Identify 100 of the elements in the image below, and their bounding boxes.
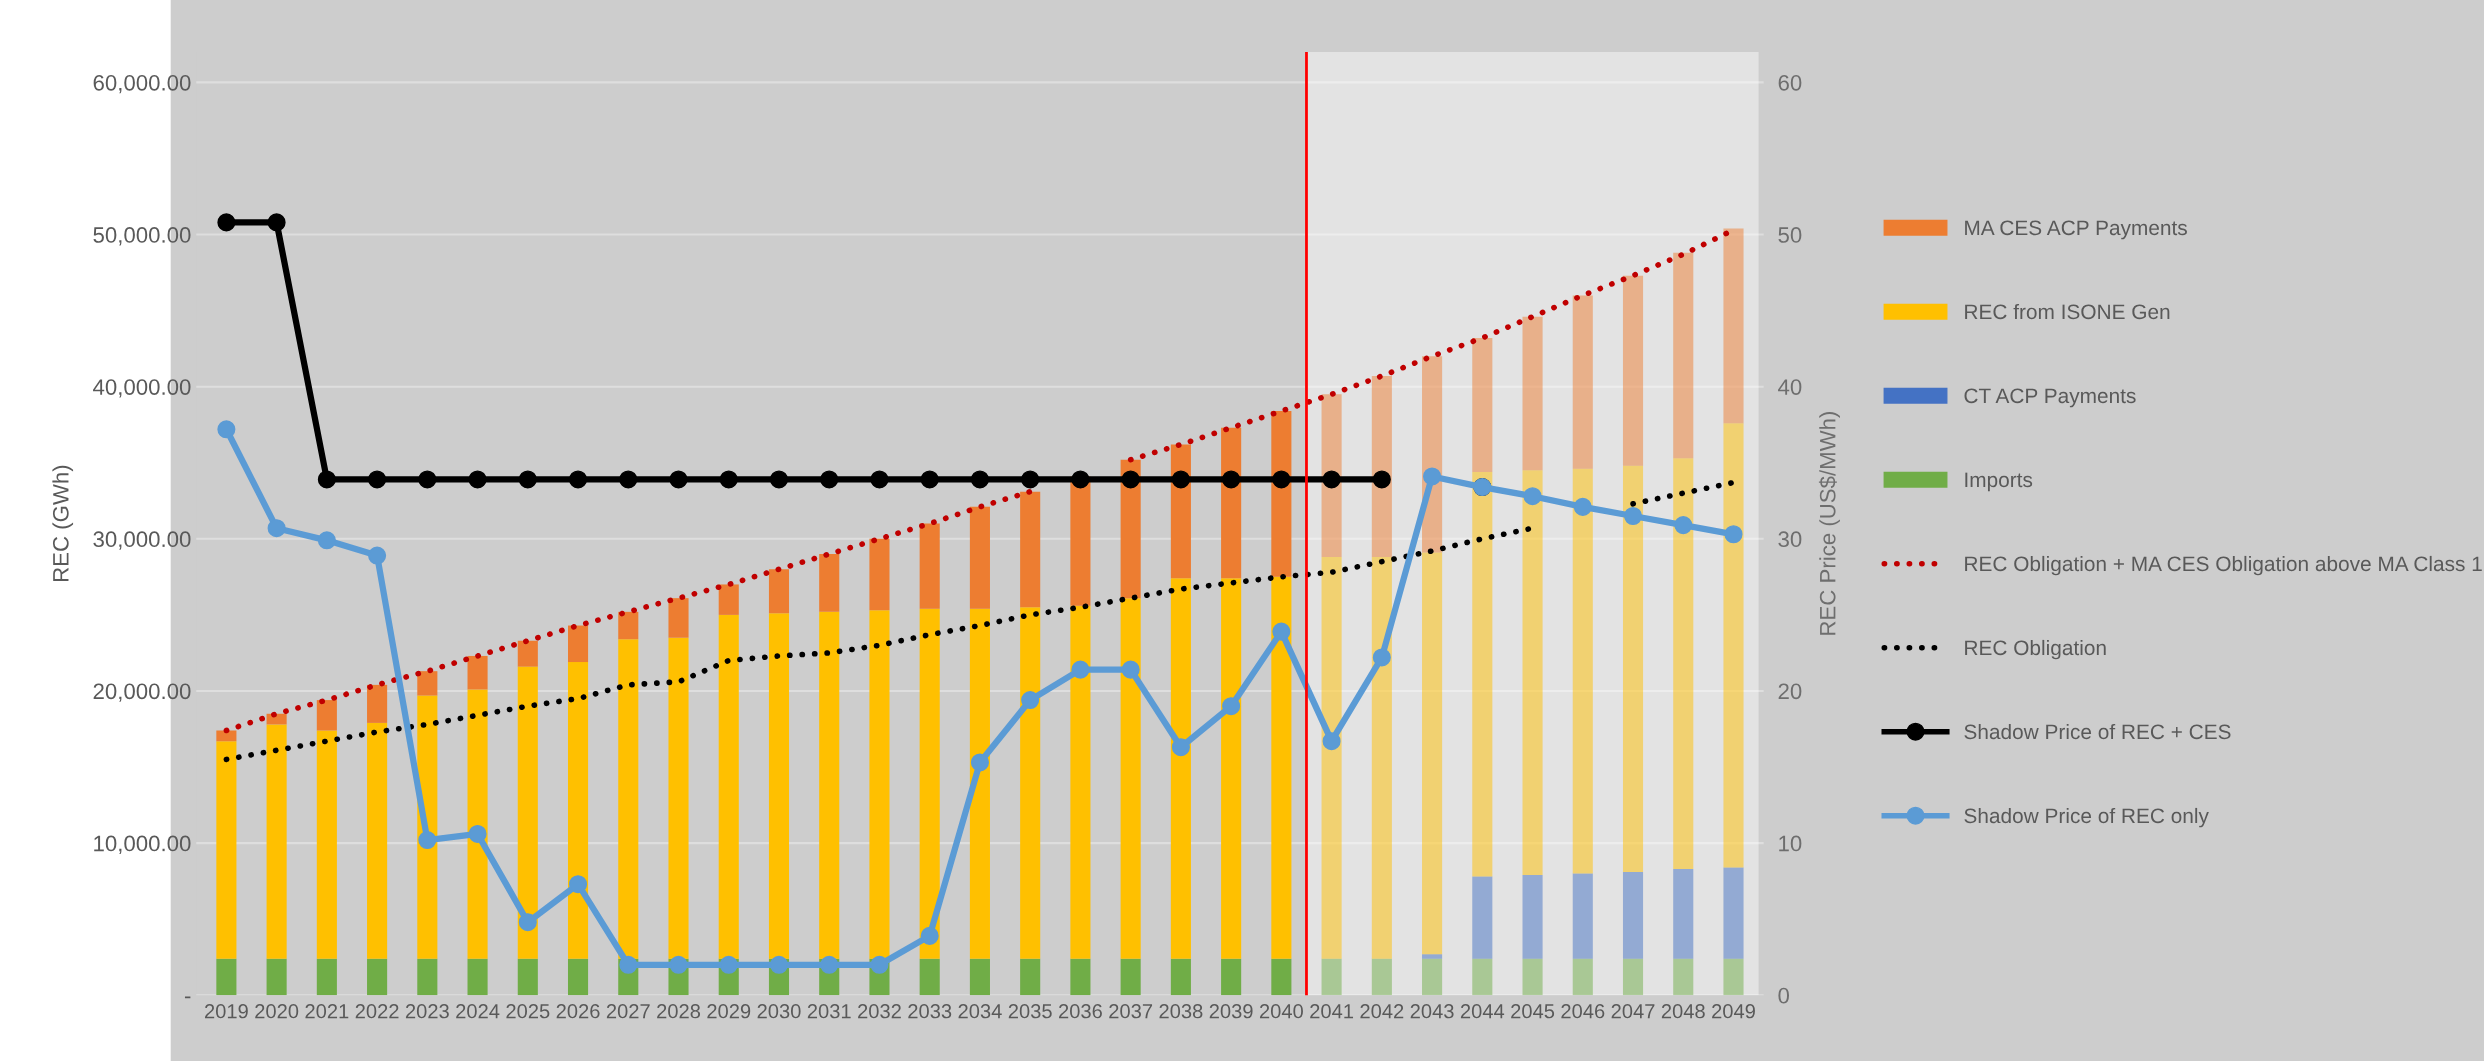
- y-tick-label: 50,000.00: [93, 227, 191, 246]
- bar: [1472, 338, 1493, 472]
- point: [970, 753, 989, 772]
- legend-label: Imports: [1965, 472, 2033, 492]
- point: [1322, 470, 1341, 489]
- bar: [1673, 868, 1694, 959]
- bar: [1572, 958, 1593, 996]
- bar: [1472, 471, 1493, 877]
- bar: [1321, 394, 1342, 558]
- x-tick-label: 2023: [405, 1004, 449, 1019]
- bar: [1221, 427, 1242, 579]
- y2-tick-label: 30: [1778, 531, 1802, 548]
- bar: [266, 958, 287, 996]
- x-tick-label: 2042: [1360, 1004, 1404, 1019]
- point: [820, 470, 839, 489]
- y-tick-label: 10,000.00: [94, 835, 191, 854]
- point: [1021, 691, 1040, 710]
- point: [970, 470, 989, 489]
- x-tick-label: 2032: [858, 1004, 901, 1019]
- bar: [819, 554, 840, 612]
- bar: [1170, 958, 1191, 996]
- bar: [768, 569, 790, 614]
- point: [1121, 470, 1140, 489]
- bar: [1723, 228, 1744, 424]
- bar: [316, 730, 337, 959]
- bar: [417, 958, 438, 996]
- bar: [1472, 876, 1493, 959]
- bar: [517, 958, 538, 996]
- point: [1674, 516, 1693, 535]
- y-tick-label: -: [184, 996, 191, 999]
- point: [1071, 470, 1090, 489]
- x-tick-label: 2030: [757, 1004, 801, 1019]
- bar: [1422, 552, 1443, 955]
- bar: [1321, 958, 1342, 996]
- bar: [1572, 295, 1593, 469]
- bar: [969, 958, 990, 996]
- point: [920, 470, 939, 489]
- x-tick-label: 2048: [1661, 1004, 1705, 1019]
- point: [1121, 660, 1140, 679]
- y2-tick-label: 60: [1778, 74, 1802, 91]
- point: [1423, 467, 1442, 486]
- y2-tick-label: 10: [1779, 835, 1802, 852]
- x-tick-label: 2029: [707, 1004, 751, 1019]
- bar: [316, 958, 337, 996]
- bar: [1120, 598, 1141, 959]
- bar: [1020, 958, 1041, 996]
- bar: [1522, 875, 1543, 959]
- x-tick-label: 2035: [1008, 1004, 1052, 1019]
- point: [267, 213, 286, 232]
- point: [1272, 470, 1291, 489]
- bar: [567, 625, 589, 663]
- point: [920, 926, 939, 945]
- bar: [1522, 316, 1543, 471]
- point: [669, 470, 688, 489]
- point: [368, 546, 387, 565]
- y2-tick-label: 0: [1778, 987, 1790, 1004]
- x-tick-label: 2021: [305, 1004, 349, 1019]
- bar: [718, 614, 739, 959]
- x-tick-label: 2038: [1159, 1004, 1203, 1019]
- bar: [1622, 465, 1644, 872]
- bar: [1622, 871, 1644, 959]
- bar: [1622, 958, 1644, 996]
- x-tick-label: 2027: [606, 1004, 650, 1019]
- point: [619, 470, 638, 489]
- bar: [1422, 954, 1443, 959]
- point: [769, 470, 789, 489]
- bar: [1321, 557, 1342, 959]
- point: [1171, 738, 1190, 757]
- legend-label: CT ACP Payments: [1964, 388, 2136, 408]
- legend-label: REC Obligation + MA CES Obligation above MA Class 1: [1965, 555, 2482, 576]
- point: [418, 470, 437, 489]
- bar: [869, 610, 890, 959]
- y-tick-label: 30,000.00: [93, 531, 191, 550]
- y-tick-label: 40,000.00: [93, 379, 191, 398]
- point: [1372, 470, 1391, 489]
- point: [1724, 525, 1743, 544]
- bar: [1723, 958, 1744, 996]
- point: [1573, 497, 1592, 516]
- bar: [216, 958, 237, 996]
- x-tick-label: 2024: [456, 1004, 500, 1019]
- point: [820, 955, 839, 974]
- point: [569, 470, 588, 489]
- bar: [1070, 605, 1091, 959]
- bar: [668, 637, 689, 959]
- y-axis-title: REC (GWh): [52, 465, 74, 582]
- bar: [1371, 376, 1392, 558]
- x-tick-label: 2020: [255, 1004, 299, 1019]
- y-tick-label: 20,000.00: [93, 683, 191, 702]
- bar: [1422, 958, 1443, 996]
- point: [619, 955, 638, 974]
- x-tick-label: 2039: [1209, 1004, 1253, 1019]
- x-tick-label: 2034: [958, 1004, 1002, 1019]
- bar: [517, 640, 538, 667]
- bar: [1371, 958, 1392, 996]
- x-tick-label: 2022: [355, 1004, 399, 1019]
- point: [719, 470, 738, 489]
- bar: [1020, 491, 1041, 608]
- bar: [1271, 411, 1292, 577]
- bar: [1522, 470, 1543, 876]
- y2-tick-label: 20: [1778, 683, 1802, 700]
